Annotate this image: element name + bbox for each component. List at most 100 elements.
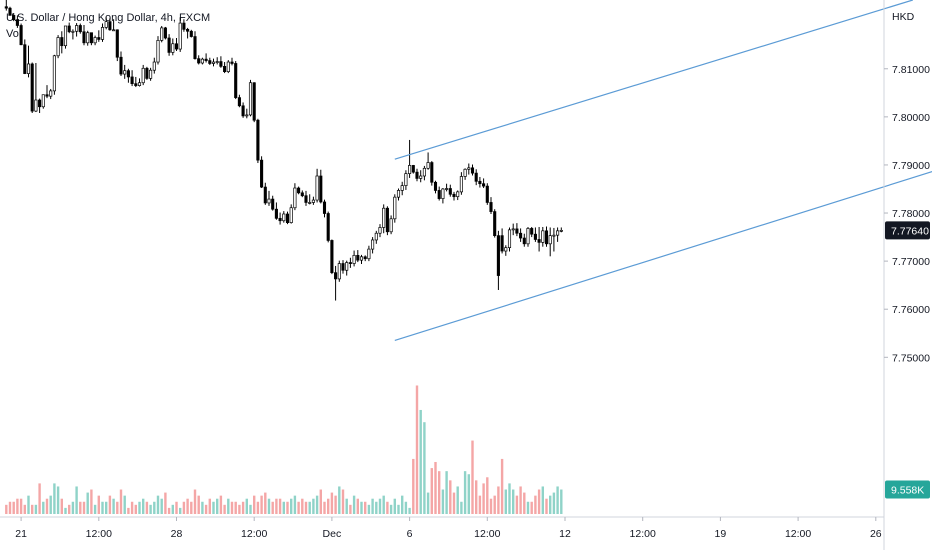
candle [352, 250, 356, 267]
candle-body [326, 213, 330, 241]
volume-bar [297, 501, 300, 514]
candle [482, 178, 486, 189]
candle [456, 190, 460, 201]
volume-bar [275, 498, 278, 514]
candle [245, 108, 249, 119]
candle [511, 223, 515, 236]
trend-channel[interactable] [394, 0, 932, 342]
candle-body [533, 233, 537, 240]
candle-body [393, 196, 397, 220]
candle [134, 76, 138, 88]
candle [71, 29, 75, 40]
volume-bar [463, 471, 467, 514]
candle [215, 57, 219, 65]
candle [160, 25, 164, 43]
time-tick-label: Dec [323, 528, 342, 540]
candles [4, 0, 563, 301]
volume-bar [386, 501, 389, 514]
volume-bar [53, 483, 56, 514]
candle [463, 168, 467, 180]
candle [337, 260, 341, 282]
volume-bar [5, 504, 8, 514]
candle-body [334, 272, 338, 280]
volume-bar [541, 486, 544, 514]
candle-body [215, 61, 219, 63]
candle [78, 23, 82, 34]
candle [356, 250, 360, 263]
candle-body [282, 213, 286, 222]
candle-body [474, 172, 478, 182]
candle [119, 51, 123, 76]
candle [100, 23, 105, 42]
volume-bar [549, 495, 552, 514]
candle [230, 57, 234, 66]
volume-bar [116, 501, 119, 514]
candle-body [86, 32, 90, 44]
candle-body [4, 6, 8, 9]
volume-bar [193, 489, 197, 514]
candle [45, 85, 49, 99]
candle [174, 37, 179, 51]
candle [75, 23, 79, 37]
candle-body [252, 82, 256, 121]
candle-body [437, 190, 441, 199]
candle-body [130, 76, 134, 85]
candle-body [41, 94, 45, 108]
candle [537, 226, 541, 252]
candle-body [97, 37, 101, 40]
candle [8, 6, 12, 16]
candle [374, 230, 378, 244]
candle-body [263, 186, 267, 204]
candle [507, 227, 512, 252]
volume-bar [452, 492, 456, 514]
candle-body [330, 240, 334, 274]
volume-bar [49, 495, 52, 514]
candle [4, 0, 8, 11]
volume-bar [216, 498, 219, 514]
volume-bar [341, 489, 345, 514]
volume-bar [190, 501, 193, 514]
candle [256, 118, 260, 164]
volume-bar [27, 495, 30, 514]
volume-bar [164, 492, 167, 514]
volume-bar [345, 498, 348, 514]
volume-bar [167, 507, 171, 514]
candle [559, 227, 563, 233]
candle-body [556, 230, 560, 236]
volume-bar [530, 501, 533, 514]
candle-body [260, 159, 264, 188]
candle-body [426, 162, 430, 169]
candle-body [149, 69, 153, 79]
candle [149, 67, 153, 81]
price-axis[interactable]: HKD 7.810007.800007.790007.780007.770007… [883, 0, 930, 550]
volume-bar [145, 501, 149, 514]
volume-bar [264, 492, 267, 514]
candle [234, 61, 238, 100]
volume-bar [367, 504, 371, 514]
candle [67, 22, 71, 34]
candle-body [237, 97, 241, 107]
candle-body [430, 162, 434, 183]
volume-bar [545, 498, 548, 514]
volume-bar [467, 474, 470, 514]
volume-bar [19, 498, 23, 514]
candle [326, 211, 330, 243]
candle-body [63, 25, 68, 47]
channel-line-lower [394, 171, 932, 342]
candle [411, 164, 415, 174]
candle-body [267, 198, 271, 204]
volume-bar [123, 495, 126, 514]
volume-bar [445, 471, 448, 514]
candle [12, 12, 16, 22]
candle-body [441, 188, 445, 199]
time-axis[interactable]: 2112:002812:00Dec612:001212:001912:00261… [0, 516, 932, 540]
candle [56, 35, 60, 59]
volume-bar [108, 495, 112, 514]
candle [82, 25, 86, 46]
candle [252, 82, 256, 123]
candle [304, 190, 308, 206]
candle-body [348, 262, 352, 264]
candle [345, 260, 349, 276]
volume-bar [290, 498, 293, 514]
